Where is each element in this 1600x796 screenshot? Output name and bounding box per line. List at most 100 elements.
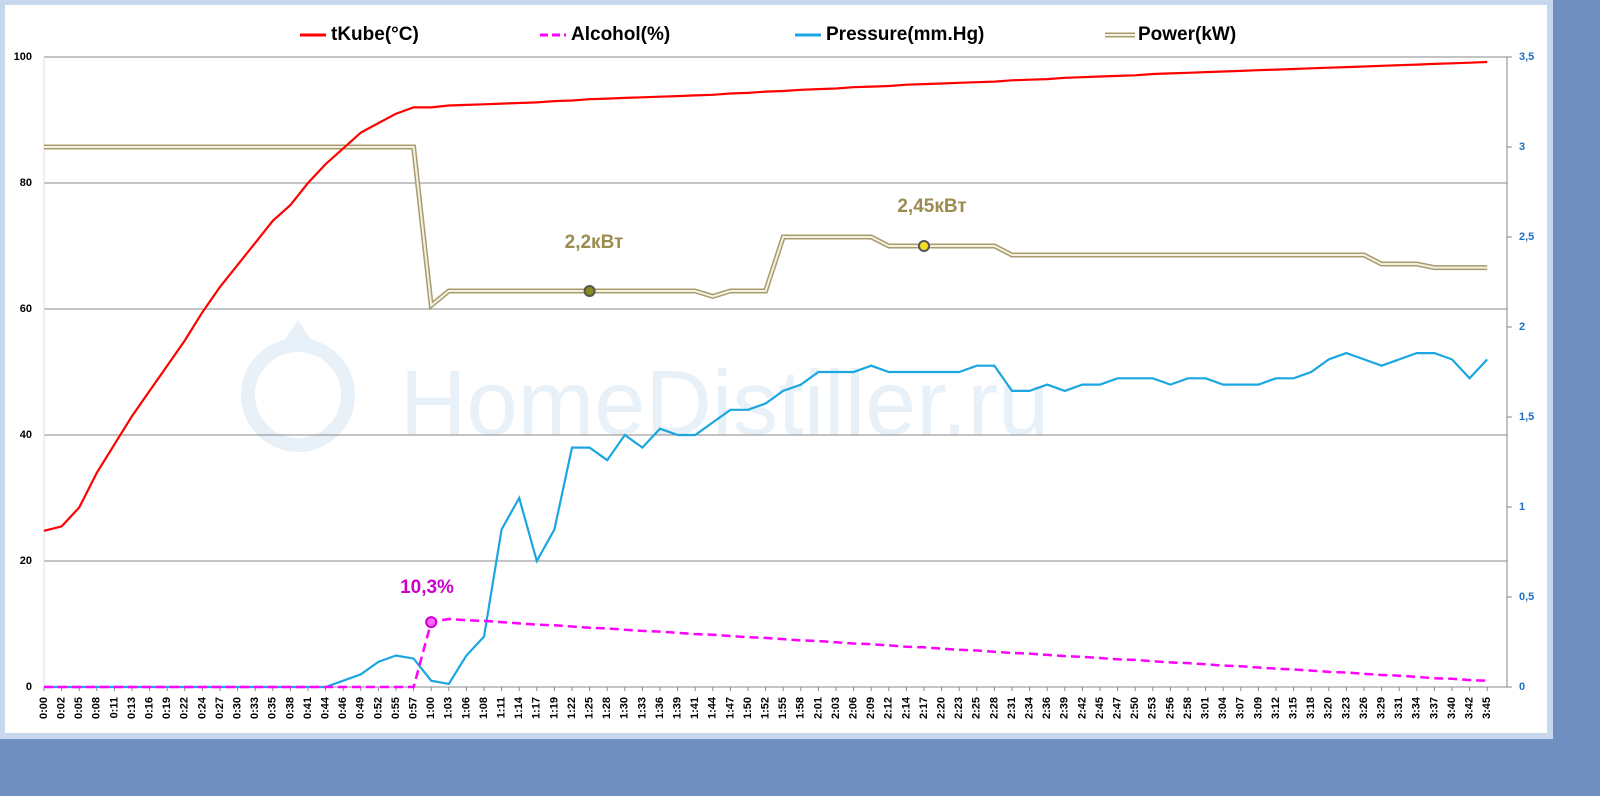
x-tick-label: 1:08 — [478, 697, 490, 719]
x-tick-label: 0:55 — [390, 697, 402, 719]
annotation: 2,45кВт — [897, 196, 966, 217]
x-tick-label: 0:08 — [91, 697, 103, 719]
x-tick-label: 0:52 — [372, 697, 384, 719]
x-tick-label: 2:58 — [1182, 697, 1194, 719]
x-tick-label: 0:33 — [249, 697, 261, 719]
annotation-marker — [425, 616, 438, 629]
x-tick-label: 0:19 — [161, 697, 173, 719]
x-tick-label: 1:28 — [601, 697, 613, 719]
x-tick-label: 3:04 — [1217, 696, 1229, 719]
x-tick-label: 1:03 — [443, 697, 455, 719]
legend-label: Alcohol(%) — [571, 24, 670, 45]
x-tick-label: 2:03 — [830, 697, 842, 719]
x-tick-label: 2:53 — [1147, 697, 1159, 719]
x-tick-label: 2:45 — [1094, 697, 1106, 719]
x-tick-label: 3:26 — [1358, 697, 1370, 719]
x-tick-label: 0:16 — [144, 697, 156, 719]
y2-tick-label: 0 — [1519, 681, 1525, 693]
x-tick-label: 2:47 — [1112, 697, 1124, 719]
x-tick-label: 2:39 — [1059, 697, 1071, 719]
legend-label: Power(kW) — [1138, 24, 1236, 45]
x-tick-label: 1:55 — [777, 697, 789, 719]
x-tick-label: 1:33 — [636, 697, 648, 719]
x-tick-label: 0:41 — [302, 697, 314, 719]
x-tick-label: 2:31 — [1006, 697, 1018, 719]
x-tick-label: 0:49 — [355, 697, 367, 719]
watermark: HomeDistiller.ru — [400, 352, 1049, 454]
x-tick-label: 3:45 — [1481, 697, 1493, 719]
x-tick-label: 3:23 — [1340, 697, 1352, 719]
x-tick-label: 0:13 — [126, 697, 138, 719]
x-tick-label: 2:36 — [1041, 697, 1053, 719]
x-tick-label: 1:47 — [724, 697, 736, 719]
x-tick-label: 1:30 — [619, 697, 631, 719]
x-tick-label: 2:12 — [883, 697, 895, 719]
x-tick-label: 0:00 — [38, 697, 50, 719]
legend-label: tKube(°C) — [331, 24, 419, 45]
legend-label: Pressure(mm.Hg) — [826, 24, 984, 45]
x-tick-label: 2:42 — [1076, 697, 1088, 719]
annotation: 2,2кВт — [565, 232, 624, 253]
y-tick-label: 80 — [20, 177, 32, 189]
annotation-marker — [918, 240, 930, 252]
y-tick-label: 20 — [20, 555, 32, 567]
x-tick-label: 3:34 — [1411, 696, 1423, 719]
y2-tick-label: 3,5 — [1519, 51, 1534, 63]
x-tick-label: 2:17 — [918, 697, 930, 719]
y2-tick-label: 1 — [1519, 501, 1525, 513]
x-tick-label: 0:57 — [408, 697, 420, 719]
y2-tick-label: 3 — [1519, 141, 1525, 153]
x-tick-label: 2:34 — [1024, 696, 1036, 719]
x-tick-label: 1:39 — [672, 697, 684, 719]
y-tick-label: 40 — [20, 429, 32, 441]
x-tick-label: 0:22 — [179, 697, 191, 719]
x-tick-label: 1:36 — [654, 697, 666, 719]
x-tick-label: 3:20 — [1323, 697, 1335, 719]
x-tick-label: 1:52 — [760, 697, 772, 719]
x-tick-label: 1:00 — [425, 697, 437, 719]
x-tick-label: 1:22 — [566, 697, 578, 719]
x-tick-label: 3:07 — [1235, 697, 1247, 719]
x-tick-label: 0:35 — [267, 697, 279, 719]
x-tick-label: 2:01 — [812, 697, 824, 719]
x-tick-label: 1:41 — [689, 697, 701, 719]
x-tick-label: 1:17 — [531, 697, 543, 719]
x-tick-label: 3:12 — [1270, 697, 1282, 719]
y2-tick-label: 1,5 — [1519, 411, 1534, 423]
x-tick-label: 0:05 — [73, 697, 85, 719]
x-tick-label: 3:37 — [1428, 697, 1440, 719]
x-tick-label: 2:20 — [936, 697, 948, 719]
x-tick-label: 2:14 — [900, 696, 912, 719]
y2-tick-label: 2 — [1519, 321, 1525, 333]
x-tick-label: 2:06 — [848, 697, 860, 719]
x-tick-label: 0:24 — [196, 696, 208, 719]
y-tick-label: 60 — [20, 303, 32, 315]
y2-tick-label: 0,5 — [1519, 591, 1534, 603]
x-tick-label: 1:25 — [584, 697, 596, 719]
x-tick-label: 1:50 — [742, 697, 754, 719]
x-tick-label: 3:29 — [1376, 697, 1388, 719]
x-tick-label: 2:50 — [1129, 697, 1141, 719]
x-tick-label: 0:46 — [337, 697, 349, 719]
annotation-marker — [583, 285, 596, 297]
x-tick-label: 1:44 — [707, 696, 719, 719]
x-tick-label: 3:15 — [1288, 697, 1300, 719]
annotation: 10,3% — [400, 577, 454, 598]
x-tick-label: 0:27 — [214, 697, 226, 719]
y2-tick-label: 2,5 — [1519, 231, 1534, 243]
x-tick-label: 2:28 — [988, 697, 1000, 719]
x-tick-label: 1:14 — [513, 696, 525, 719]
series-line — [43, 60, 1488, 532]
x-tick-label: 2:56 — [1164, 697, 1176, 719]
x-tick-label: 3:31 — [1393, 697, 1405, 719]
x-tick-label: 3:09 — [1252, 697, 1264, 719]
x-tick-label: 0:30 — [232, 697, 244, 719]
x-tick-label: 1:11 — [496, 697, 508, 718]
x-tick-label: 1:06 — [460, 697, 472, 719]
x-tick-label: 0:11 — [108, 697, 120, 718]
x-tick-label: 3:42 — [1464, 697, 1476, 719]
x-tick-label: 0:02 — [56, 697, 68, 719]
plot-area: 0 20 40 60 80 100 0 0,5 1 1,5 2 2,5 3 3,5 0:00 0:02 0:05… — [14, 24, 1535, 719]
y-tick-label: 100 — [14, 51, 32, 63]
